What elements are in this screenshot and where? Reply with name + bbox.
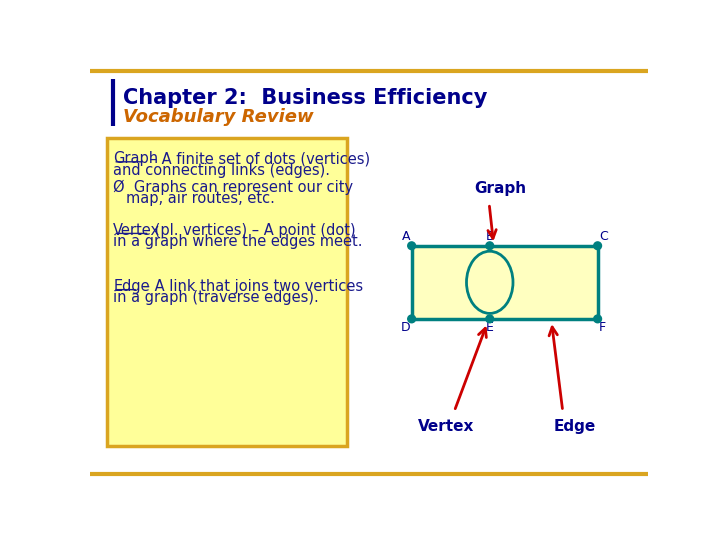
Text: and connecting links (edges).: and connecting links (edges). [113, 163, 330, 178]
Text: – A finite set of dots (vertices): – A finite set of dots (vertices) [145, 151, 370, 166]
Text: Graph: Graph [474, 181, 527, 195]
Text: E: E [486, 321, 494, 334]
FancyBboxPatch shape [412, 246, 598, 319]
Circle shape [594, 315, 601, 323]
Text: Ø  Graphs can represent our city: Ø Graphs can represent our city [113, 179, 354, 195]
Text: Edge: Edge [113, 279, 150, 294]
Text: in a graph where the edges meet.: in a graph where the edges meet. [113, 234, 363, 249]
Text: Chapter 2:  Business Efficiency: Chapter 2: Business Efficiency [122, 88, 487, 108]
Text: Vocabulary Review: Vocabulary Review [122, 108, 313, 126]
Circle shape [486, 315, 494, 323]
Text: Graph: Graph [113, 151, 158, 166]
Text: F: F [599, 321, 606, 334]
Text: B: B [485, 231, 494, 244]
Text: Vertex: Vertex [113, 222, 161, 238]
Text: (pl. vertices) – A point (dot): (pl. vertices) – A point (dot) [150, 222, 355, 238]
Text: map, air routes, etc.: map, air routes, etc. [127, 191, 275, 206]
Text: Edge: Edge [553, 419, 595, 434]
Circle shape [408, 242, 415, 249]
Text: in a graph (traverse edges).: in a graph (traverse edges). [113, 291, 319, 306]
Text: – A link that joins two vertices: – A link that joins two vertices [138, 279, 363, 294]
Text: A: A [402, 231, 410, 244]
Text: Vertex: Vertex [418, 419, 474, 434]
Circle shape [486, 242, 494, 249]
Text: C: C [599, 231, 608, 244]
FancyBboxPatch shape [107, 138, 347, 446]
Text: D: D [400, 321, 410, 334]
Circle shape [408, 315, 415, 323]
Circle shape [594, 242, 601, 249]
